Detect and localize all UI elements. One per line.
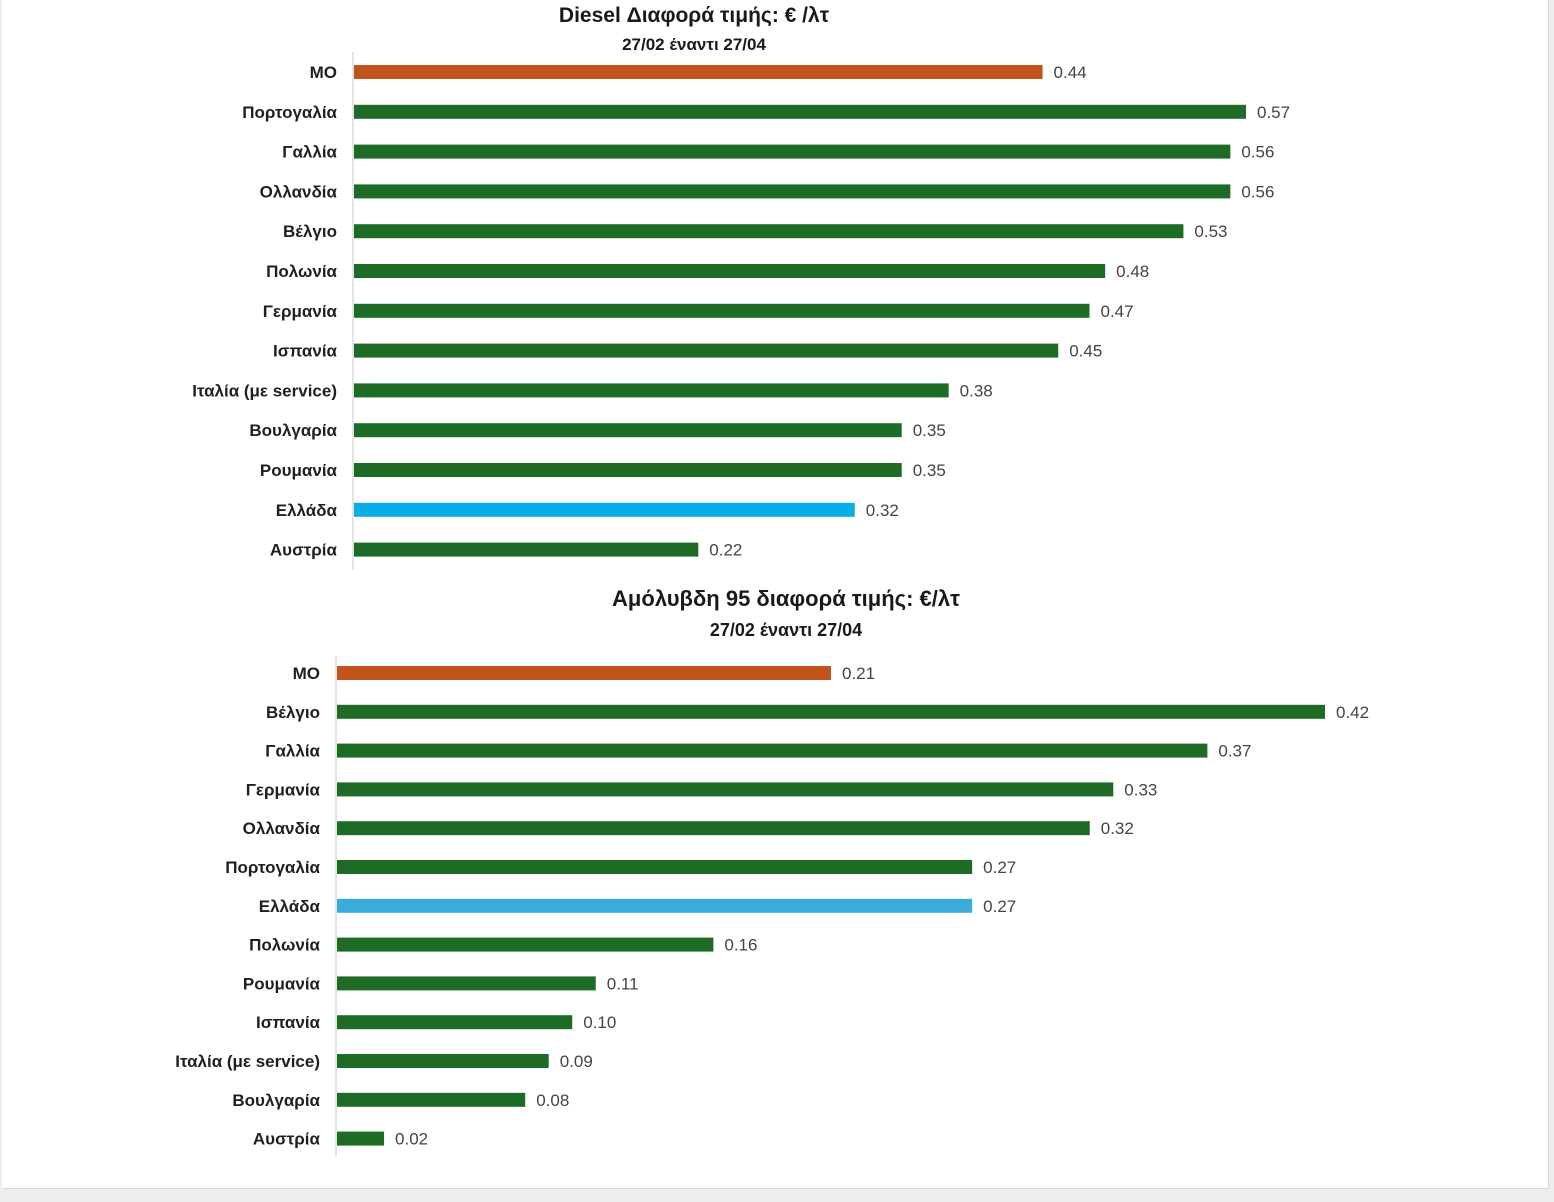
petrol-category-label-ελλάδα-6: Ελλάδα bbox=[259, 897, 321, 916]
petrol-value-label-αυστρία-12: 0.02 bbox=[395, 1130, 428, 1149]
petrol-bar-πολωνία-7 bbox=[337, 937, 714, 952]
petrol-bar-γαλλία-2 bbox=[337, 743, 1208, 758]
petrol-bar-γερμανία-3 bbox=[337, 782, 1114, 797]
petrol-value-label-γερμανία-3: 0.33 bbox=[1124, 780, 1157, 799]
petrol-value-label-ρουμανία-8: 0.11 bbox=[607, 974, 639, 993]
diesel-bar-γαλλία-2 bbox=[354, 144, 1231, 159]
petrol-bar-ρουμανία-8 bbox=[337, 976, 596, 991]
petrol-bar-ολλανδία-4 bbox=[337, 821, 1090, 836]
diesel-category-label-γαλλία-2: Γαλλία bbox=[282, 143, 337, 162]
diesel-value-label-βουλγαρία-9: 0.35 bbox=[913, 421, 946, 440]
diesel-bar-βέλγιο-4 bbox=[354, 224, 1184, 239]
diesel-category-label-γερμανία-6: Γερμανία bbox=[263, 302, 338, 321]
diesel-bar-chart: ΜΟ 0.44 Πορτογαλία 0.57 Γαλλία 0.56 Ολλανδία 0.… bbox=[192, 52, 1290, 570]
petrol-category-label-ολλανδία-4: Ολλανδία bbox=[243, 819, 321, 838]
diesel-category-label-πολωνία-5: Πολωνία bbox=[266, 262, 337, 281]
petrol-bar-πορτογαλία-5 bbox=[337, 860, 973, 874]
diesel-value-label-γαλλία-2: 0.56 bbox=[1241, 143, 1274, 162]
diesel-category-label-πορτογαλία-1: Πορτογαλία bbox=[242, 103, 337, 122]
diesel-value-label-πολωνία-5: 0.48 bbox=[1116, 262, 1149, 281]
diesel-category-label-ολλανδία-3: Ολλανδία bbox=[260, 182, 338, 201]
petrol-category-label-γερμανία-3: Γερμανία bbox=[246, 780, 321, 799]
diesel-bar-ρουμανία-10 bbox=[354, 463, 902, 477]
petrol-bar-αυστρία-12 bbox=[337, 1131, 385, 1146]
diesel-value-label-ιταλία-με-service-8: 0.38 bbox=[960, 381, 993, 400]
diesel-category-label-βέλγιο-4: Βέλγιο bbox=[283, 222, 337, 241]
petrol-category-label-βουλγαρία-11: Βουλγαρία bbox=[232, 1091, 320, 1110]
diesel-bar-πολωνία-5 bbox=[354, 264, 1106, 278]
petrol-category-label-βέλγιο-1: Βέλγιο bbox=[266, 703, 320, 722]
diesel-value-label-ελλάδα-11: 0.32 bbox=[866, 501, 899, 520]
petrol-category-label-μο-0: ΜΟ bbox=[293, 664, 320, 683]
diesel-category-label-αυστρία-12: Αυστρία bbox=[270, 541, 338, 560]
diesel-bar-ιταλία-με-service-8 bbox=[354, 383, 949, 398]
petrol-value-label-πορτογαλία-5: 0.27 bbox=[983, 858, 1016, 877]
diesel-bar-πορτογαλία-1 bbox=[354, 104, 1246, 119]
petrol-value-label-γαλλία-2: 0.37 bbox=[1218, 742, 1251, 761]
diesel-category-label-βουλγαρία-9: Βουλγαρία bbox=[249, 421, 337, 440]
petrol-category-label-ισπανία-9: Ισπανία bbox=[256, 1013, 321, 1032]
diesel-category-label-μο-0: ΜΟ bbox=[310, 63, 337, 82]
diesel-value-label-βέλγιο-4: 0.53 bbox=[1194, 222, 1227, 241]
petrol-value-label-μο-0: 0.21 bbox=[842, 664, 875, 683]
diesel-category-label-ρουμανία-10: Ρουμανία bbox=[260, 461, 338, 480]
diesel-bar-βουλγαρία-9 bbox=[354, 423, 902, 438]
petrol-category-label-ρουμανία-8: Ρουμανία bbox=[243, 974, 321, 993]
diesel-bar-ελλάδα-11 bbox=[354, 502, 855, 517]
petrol-category-label-γαλλία-2: Γαλλία bbox=[265, 742, 320, 761]
diesel-bar-ισπανία-7 bbox=[354, 343, 1059, 358]
diesel-bar-αυστρία-12 bbox=[354, 542, 699, 557]
petrol-category-label-ιταλία-με-service-10: Ιταλία (με service) bbox=[175, 1052, 320, 1071]
diesel-value-label-ολλανδία-3: 0.56 bbox=[1241, 182, 1274, 201]
petrol-value-label-ελλάδα-6: 0.27 bbox=[983, 897, 1016, 916]
petrol-value-label-βουλγαρία-11: 0.08 bbox=[536, 1091, 569, 1110]
diesel-category-label-ισπανία-7: Ισπανία bbox=[273, 342, 338, 361]
diesel-bar-ολλανδία-3 bbox=[354, 184, 1231, 199]
diesel-category-label-ελλάδα-11: Ελλάδα bbox=[276, 501, 338, 520]
diesel-value-label-γερμανία-6: 0.47 bbox=[1101, 302, 1134, 321]
petrol-bar-ισπανία-9 bbox=[337, 1015, 573, 1030]
petrol-category-label-αυστρία-12: Αυστρία bbox=[253, 1130, 321, 1149]
petrol-chart-title: Αμόλυβδη 95 διαφορά τιμής: €/λτ bbox=[612, 586, 960, 611]
petrol-bar-chart: ΜΟ 0.21 Βέλγιο 0.42 Γαλλία 0.37 Γερμανία 0.33 Ολ… bbox=[175, 656, 1369, 1156]
diesel-value-label-μο-0: 0.44 bbox=[1054, 63, 1087, 82]
petrol-chart-subtitle: 27/02 έναντι 27/04 bbox=[710, 620, 862, 640]
petrol-value-label-βέλγιο-1: 0.42 bbox=[1336, 703, 1369, 722]
petrol-bar-μο-0 bbox=[337, 666, 831, 680]
diesel-value-label-ισπανία-7: 0.45 bbox=[1069, 342, 1102, 361]
petrol-value-label-ισπανία-9: 0.10 bbox=[583, 1013, 616, 1032]
petrol-bar-βέλγιο-1 bbox=[337, 704, 1325, 719]
petrol-category-label-πορτογαλία-5: Πορτογαλία bbox=[225, 858, 320, 877]
diesel-value-label-αυστρία-12: 0.22 bbox=[709, 541, 742, 560]
diesel-bar-μο-0 bbox=[354, 65, 1043, 79]
petrol-bar-βουλγαρία-11 bbox=[337, 1092, 526, 1107]
diesel-value-label-ρουμανία-10: 0.35 bbox=[913, 461, 946, 480]
diesel-chart-title: Diesel Διαφορά τιμής: € /λτ bbox=[559, 4, 830, 27]
petrol-value-label-ιταλία-με-service-10: 0.09 bbox=[560, 1052, 593, 1071]
diesel-chart-subtitle: 27/02 έναντι 27/04 bbox=[622, 35, 766, 54]
diesel-bar-γερμανία-6 bbox=[354, 303, 1090, 318]
diesel-category-label-ιταλία-με-service-8: Ιταλία (με service) bbox=[192, 381, 337, 400]
petrol-value-label-πολωνία-7: 0.16 bbox=[724, 936, 757, 955]
petrol-value-label-ολλανδία-4: 0.32 bbox=[1101, 819, 1134, 838]
diesel-value-label-πορτογαλία-1: 0.57 bbox=[1257, 103, 1290, 122]
petrol-bar-ελλάδα-6 bbox=[337, 898, 973, 913]
petrol-bar-ιταλία-με-service-10 bbox=[337, 1054, 549, 1068]
petrol-category-label-πολωνία-7: Πολωνία bbox=[249, 936, 320, 955]
